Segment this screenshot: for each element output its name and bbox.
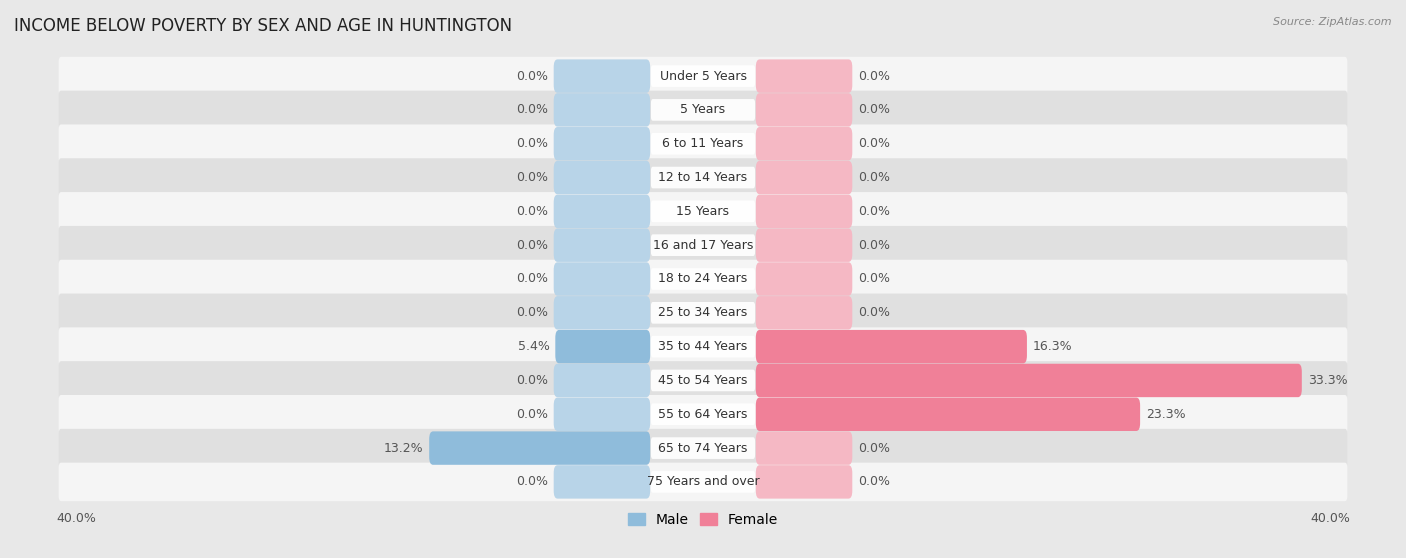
FancyBboxPatch shape [756,397,1140,431]
Text: 0.0%: 0.0% [516,103,548,117]
FancyBboxPatch shape [651,167,755,189]
FancyBboxPatch shape [651,336,755,358]
FancyBboxPatch shape [59,361,1347,400]
Text: 0.0%: 0.0% [516,475,548,488]
FancyBboxPatch shape [756,127,852,161]
FancyBboxPatch shape [651,437,755,459]
Text: 0.0%: 0.0% [516,239,548,252]
Text: 0.0%: 0.0% [858,441,890,455]
Text: 35 to 44 Years: 35 to 44 Years [658,340,748,353]
FancyBboxPatch shape [651,403,755,425]
Text: 0.0%: 0.0% [858,171,890,184]
FancyBboxPatch shape [59,90,1347,129]
Text: 5 Years: 5 Years [681,103,725,117]
FancyBboxPatch shape [59,124,1347,163]
Text: 0.0%: 0.0% [516,171,548,184]
Text: 16 and 17 Years: 16 and 17 Years [652,239,754,252]
Text: 5.4%: 5.4% [517,340,550,353]
FancyBboxPatch shape [651,234,755,256]
Text: 18 to 24 Years: 18 to 24 Years [658,272,748,286]
FancyBboxPatch shape [651,369,755,391]
FancyBboxPatch shape [554,397,650,431]
FancyBboxPatch shape [651,133,755,155]
FancyBboxPatch shape [59,226,1347,264]
Legend: Male, Female: Male, Female [624,509,782,531]
FancyBboxPatch shape [554,364,650,397]
Text: 33.3%: 33.3% [1308,374,1347,387]
Text: 0.0%: 0.0% [858,306,890,319]
FancyBboxPatch shape [756,161,852,194]
FancyBboxPatch shape [59,429,1347,468]
Text: 12 to 14 Years: 12 to 14 Years [658,171,748,184]
Text: 6 to 11 Years: 6 to 11 Years [662,137,744,150]
FancyBboxPatch shape [554,127,650,161]
Text: 0.0%: 0.0% [516,306,548,319]
FancyBboxPatch shape [59,328,1347,366]
FancyBboxPatch shape [756,431,852,465]
Text: 0.0%: 0.0% [516,205,548,218]
Text: 0.0%: 0.0% [858,475,890,488]
Text: 40.0%: 40.0% [56,512,96,525]
FancyBboxPatch shape [756,195,852,228]
FancyBboxPatch shape [59,192,1347,230]
FancyBboxPatch shape [59,395,1347,434]
Text: 0.0%: 0.0% [516,70,548,83]
Text: 0.0%: 0.0% [858,205,890,218]
FancyBboxPatch shape [756,296,852,330]
FancyBboxPatch shape [756,364,1302,397]
Text: 0.0%: 0.0% [516,137,548,150]
FancyBboxPatch shape [554,262,650,296]
FancyBboxPatch shape [651,302,755,324]
FancyBboxPatch shape [554,296,650,330]
Text: 0.0%: 0.0% [858,272,890,286]
Text: 0.0%: 0.0% [516,272,548,286]
Text: 0.0%: 0.0% [858,137,890,150]
Text: Source: ZipAtlas.com: Source: ZipAtlas.com [1274,17,1392,27]
FancyBboxPatch shape [756,93,852,127]
FancyBboxPatch shape [59,463,1347,501]
FancyBboxPatch shape [554,161,650,194]
Text: 40.0%: 40.0% [1310,512,1350,525]
FancyBboxPatch shape [555,330,650,363]
FancyBboxPatch shape [59,259,1347,299]
Text: 0.0%: 0.0% [516,374,548,387]
FancyBboxPatch shape [59,158,1347,197]
Text: 23.3%: 23.3% [1146,408,1185,421]
Text: 0.0%: 0.0% [858,239,890,252]
FancyBboxPatch shape [756,262,852,296]
FancyBboxPatch shape [429,431,650,465]
Text: 55 to 64 Years: 55 to 64 Years [658,408,748,421]
FancyBboxPatch shape [756,59,852,93]
FancyBboxPatch shape [651,99,755,121]
FancyBboxPatch shape [651,200,755,222]
FancyBboxPatch shape [651,471,755,493]
Text: 45 to 54 Years: 45 to 54 Years [658,374,748,387]
FancyBboxPatch shape [59,57,1347,95]
FancyBboxPatch shape [59,294,1347,332]
Text: Under 5 Years: Under 5 Years [659,70,747,83]
Text: 25 to 34 Years: 25 to 34 Years [658,306,748,319]
Text: 75 Years and over: 75 Years and over [647,475,759,488]
FancyBboxPatch shape [554,228,650,262]
Text: 13.2%: 13.2% [384,441,423,455]
FancyBboxPatch shape [554,195,650,228]
Text: 0.0%: 0.0% [858,70,890,83]
FancyBboxPatch shape [554,93,650,127]
Text: 0.0%: 0.0% [858,103,890,117]
FancyBboxPatch shape [554,59,650,93]
FancyBboxPatch shape [756,465,852,499]
FancyBboxPatch shape [756,330,1026,363]
FancyBboxPatch shape [651,65,755,87]
Text: 15 Years: 15 Years [676,205,730,218]
Text: INCOME BELOW POVERTY BY SEX AND AGE IN HUNTINGTON: INCOME BELOW POVERTY BY SEX AND AGE IN H… [14,17,512,35]
Text: 65 to 74 Years: 65 to 74 Years [658,441,748,455]
Text: 0.0%: 0.0% [516,408,548,421]
Text: 16.3%: 16.3% [1033,340,1073,353]
FancyBboxPatch shape [554,465,650,499]
FancyBboxPatch shape [756,228,852,262]
FancyBboxPatch shape [651,268,755,290]
